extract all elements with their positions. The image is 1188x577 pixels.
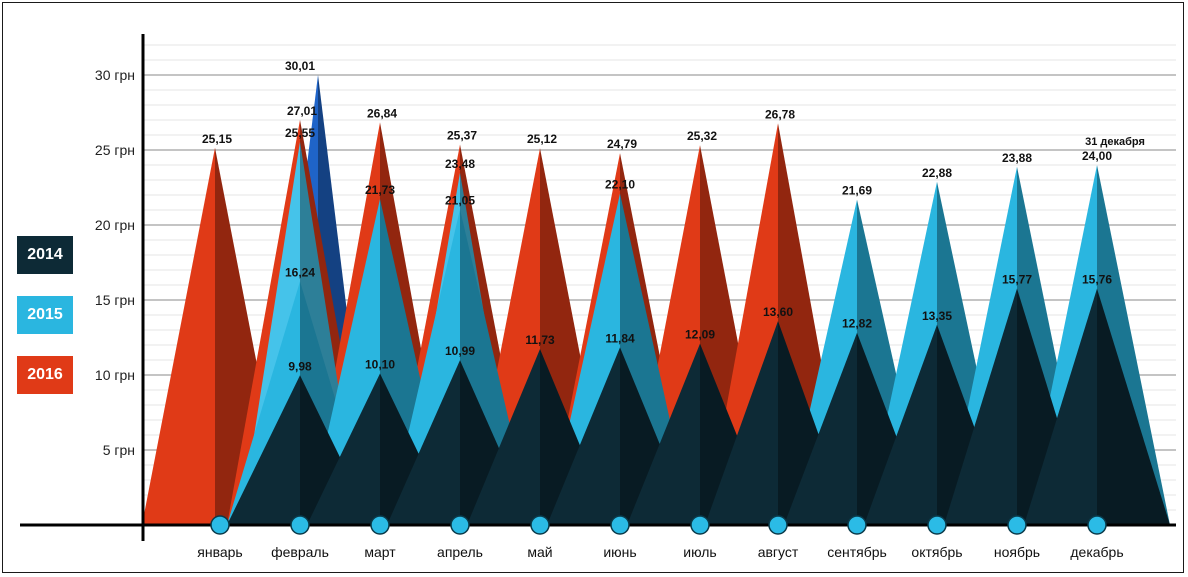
peak-2014-июль-left — [627, 343, 700, 525]
data-label-extra: 25,55 — [285, 126, 315, 140]
x-tick-label: май — [527, 544, 552, 560]
x-tick-label: апрель — [437, 544, 483, 560]
data-label-extra: 30,01 — [285, 59, 315, 73]
data-label-2014: 9,98 — [288, 359, 312, 373]
data-label-2016: 26,78 — [765, 107, 795, 121]
legend-2016: 2016 — [17, 356, 73, 394]
x-tick-label: июнь — [603, 544, 636, 560]
data-label-2014: 13,60 — [763, 305, 793, 319]
peak-2014-апрель-left — [387, 360, 460, 525]
peak-2014-июнь-left — [547, 347, 620, 525]
legend-2015: 2015 — [17, 296, 73, 334]
x-tick-label: февраль — [271, 544, 329, 560]
x-tick-label: сентябрь — [827, 544, 887, 560]
data-label-2016: 25,37 — [447, 128, 477, 142]
month-marker[interactable] — [1007, 515, 1027, 535]
data-label-2015: 23,88 — [1002, 151, 1032, 165]
peak-2014-декабрь-left — [1024, 288, 1097, 525]
peak-2014-август-left — [705, 321, 778, 525]
month-marker[interactable] — [768, 515, 788, 535]
month-marker[interactable] — [450, 515, 470, 535]
x-tick-label: июль — [683, 544, 716, 560]
legend-2014: 2014 — [17, 236, 73, 274]
data-label-2015: 21,69 — [842, 184, 872, 198]
x-tick-label: декабрь — [1070, 544, 1123, 560]
data-label-2014: 12,09 — [685, 328, 715, 342]
data-label-2016: 25,32 — [687, 129, 717, 143]
month-marker[interactable] — [927, 515, 947, 535]
data-label-2015: 22,88 — [922, 166, 952, 180]
data-label-2015: 22,10 — [605, 178, 635, 192]
data-label-2014: 11,84 — [605, 331, 635, 345]
x-tick-label: ноябрь — [994, 544, 1040, 560]
data-label-2014: 15,77 — [1002, 272, 1032, 286]
y-tick-label: 30 грн — [95, 67, 135, 83]
month-marker[interactable] — [610, 515, 630, 535]
data-label-2016: 26,84 — [367, 106, 397, 120]
month-marker[interactable] — [210, 515, 230, 535]
y-tick-label: 20 грн — [95, 217, 135, 233]
month-marker[interactable] — [1087, 515, 1107, 535]
axis-layer — [20, 34, 1176, 541]
peak-2016-январь-left — [142, 147, 215, 525]
annotation-31-december: 31 декабря — [1085, 136, 1145, 148]
y-tick-label: 5 грн — [103, 442, 135, 458]
peak-2014-ноябрь-left — [944, 288, 1017, 525]
data-label-2014: 10,10 — [365, 358, 395, 372]
y-tick-label: 10 грн — [95, 367, 135, 383]
data-label-2016: 24,79 — [607, 137, 637, 151]
data-label-2016: 25,15 — [202, 132, 232, 146]
month-marker[interactable] — [690, 515, 710, 535]
data-label-2016: 27,01 — [287, 104, 317, 118]
data-label-2015: 24,00 — [1082, 149, 1112, 163]
data-label-2015: 16,24 — [285, 265, 315, 279]
data-label-2016: 25,12 — [527, 132, 557, 146]
peak-2014-ноябрь-right — [1017, 288, 1090, 525]
mountain-layer — [142, 74, 1170, 526]
data-label-2014: 12,82 — [842, 317, 872, 331]
month-marker[interactable] — [290, 515, 310, 535]
peak-2014-сентябрь-right — [857, 332, 930, 525]
peak-2014-февраль-left — [227, 375, 300, 525]
x-tick-label: январь — [197, 544, 242, 560]
peak-2014-март-left — [307, 373, 380, 525]
x-tick-label: март — [364, 544, 396, 560]
data-label-2014: 13,35 — [922, 309, 952, 323]
data-label-2014: 10,99 — [445, 344, 475, 358]
x-tick-label: август — [758, 544, 799, 560]
month-marker[interactable] — [530, 515, 550, 535]
label-layer: 5 грн 10 грн 15 грн 20 грн 25 грн 30 грн январ… — [95, 59, 1145, 560]
peak-2014-май-left — [467, 349, 540, 525]
y-tick-label: 25 грн — [95, 142, 135, 158]
month-marker[interactable] — [370, 515, 390, 535]
peak-2014-декабрь-right — [1097, 288, 1170, 525]
x-tick-label: октябрь — [911, 544, 962, 560]
month-marker[interactable] — [847, 515, 867, 535]
data-label-extra: 23,48 — [445, 157, 475, 171]
data-label-2015: 21,05 — [445, 193, 475, 207]
data-label-2015: 21,73 — [365, 183, 395, 197]
y-tick-label: 15 грн — [95, 292, 135, 308]
data-label-2014: 11,73 — [525, 333, 555, 347]
peak-2014-октябрь-left — [864, 324, 937, 525]
data-label-2014: 15,76 — [1082, 273, 1112, 287]
peak-2014-сентябрь-left — [784, 332, 857, 525]
